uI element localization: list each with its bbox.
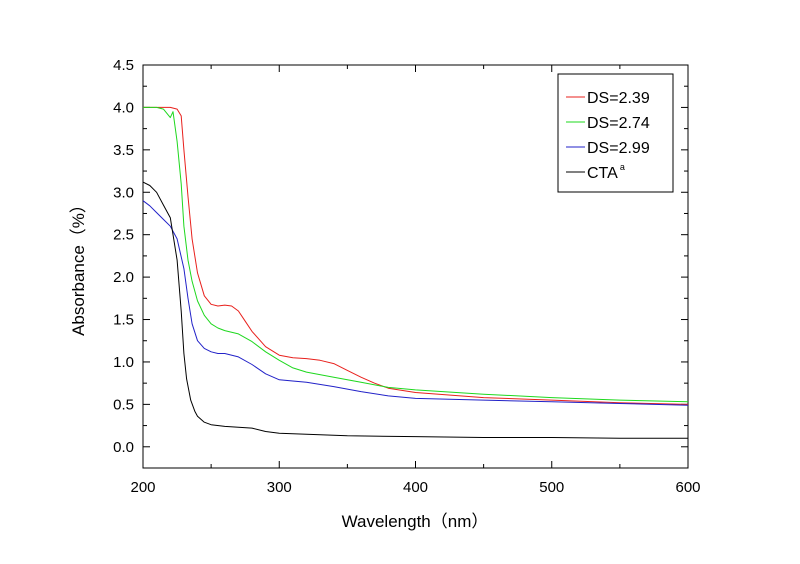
y-tick-label: 1.5 [113, 312, 134, 329]
y-axis-title: Absorbance（%） [69, 196, 88, 336]
ticks-layer: 200 300 400 500 600 0.0 0.5 1.0 1.5 2.0 2.5 3.0 3.5 4… [113, 57, 700, 496]
y-tick-label: 0.0 [113, 439, 134, 456]
legend-label-text: DS=2.39 [587, 90, 650, 107]
y-tick-label: 4.5 [113, 57, 134, 74]
x-axis-title: Wavelength（nm） [342, 512, 489, 531]
series-layer [142, 106, 689, 439]
y-tick-label: 0.5 [113, 396, 134, 413]
y-tick-label: 3.5 [113, 142, 134, 159]
legend-label: DS=2.99 [587, 140, 650, 157]
x-tick-label: 600 [675, 479, 700, 496]
series-line-4 [142, 181, 688, 439]
legend-label: DS=2.39 [587, 90, 650, 107]
series-line-2 [143, 106, 689, 403]
y-tick-label: 1.0 [113, 354, 134, 371]
x-tick-label: 200 [130, 479, 155, 496]
y-tick-label: 3.0 [113, 184, 134, 201]
legend-label-text: DS=2.99 [587, 140, 650, 157]
x-tick-label: 500 [539, 479, 564, 496]
legend-label: DS=2.74 [587, 115, 650, 132]
series-line-3 [142, 200, 689, 406]
legend: DS=2.39 DS=2.74 DS=2.99 CTA a [557, 73, 674, 193]
legend-label-superscript: a [620, 162, 625, 172]
legend-label-text: CTA [587, 165, 618, 182]
y-tick-label: 2.0 [113, 269, 134, 286]
y-tick-label: 4.0 [113, 99, 134, 116]
legend-label-text: DS=2.74 [587, 115, 650, 132]
legend-label: CTA a [587, 162, 625, 182]
x-tick-label: 400 [403, 479, 428, 496]
y-tick-label: 2.5 [113, 227, 134, 244]
x-tick-label: 300 [267, 479, 292, 496]
